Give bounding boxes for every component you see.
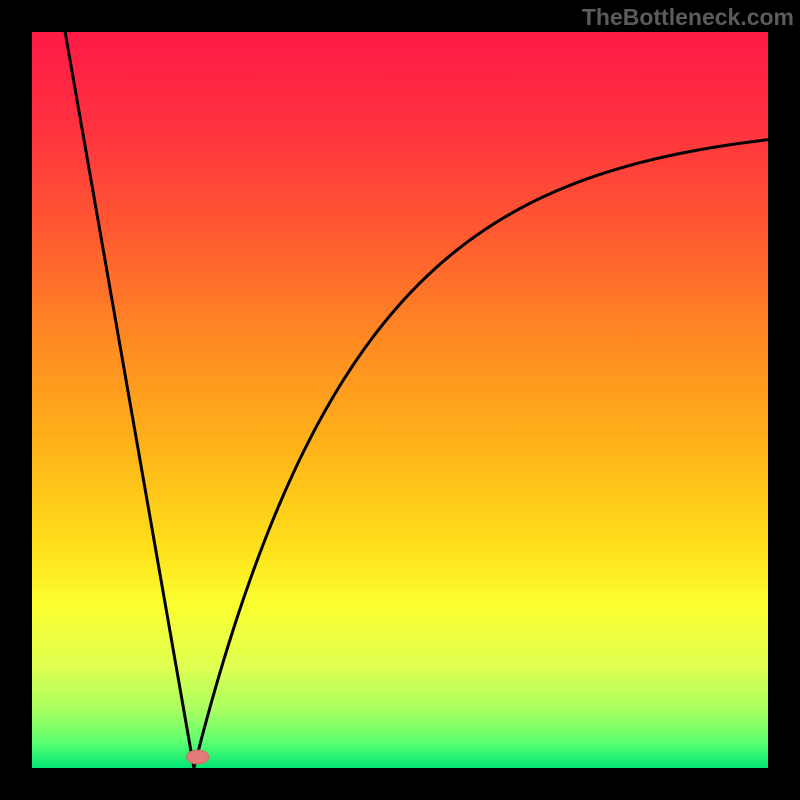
optimum-marker bbox=[187, 750, 209, 764]
plot-area bbox=[32, 32, 768, 768]
gradient-background bbox=[32, 32, 768, 768]
bottleneck-chart-svg bbox=[0, 0, 800, 800]
chart-canvas: TheBottleneck.com bbox=[0, 0, 800, 800]
watermark-link[interactable]: TheBottleneck.com bbox=[582, 4, 794, 31]
